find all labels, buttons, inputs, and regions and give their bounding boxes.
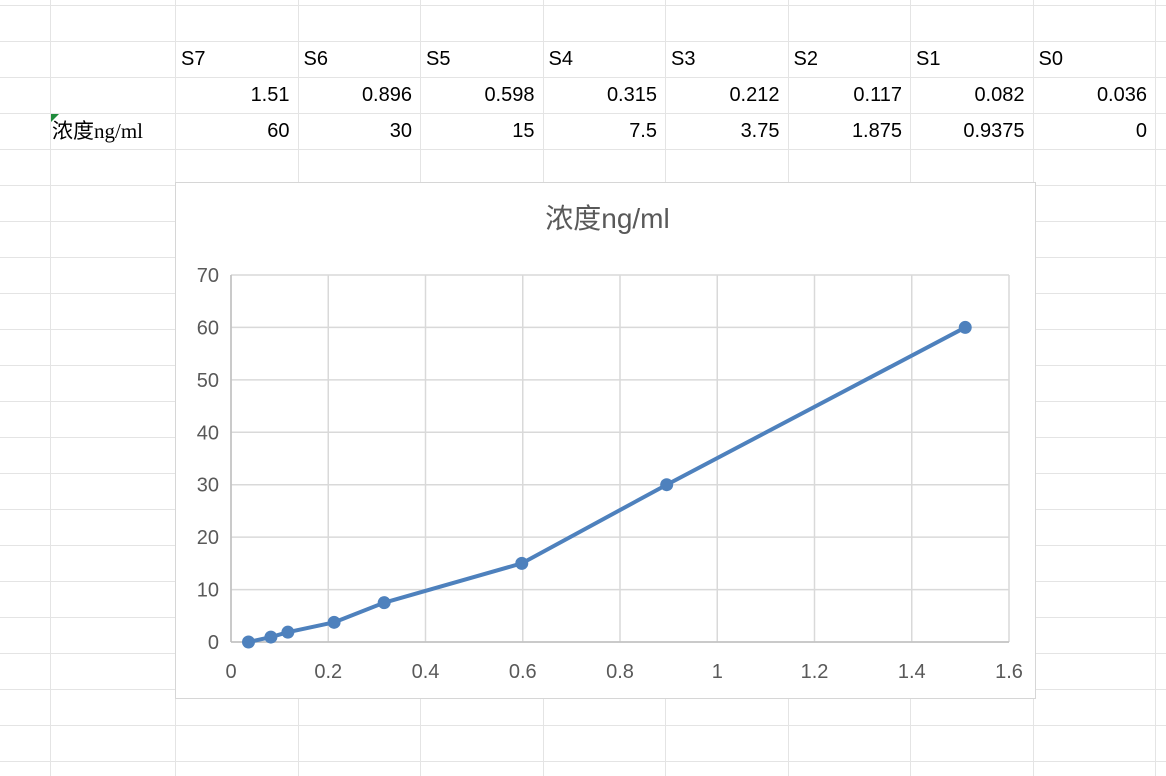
y-axis-tick-label: 70 [197, 265, 219, 287]
data-point-marker[interactable] [660, 478, 674, 492]
cell-concentration-value[interactable]: 1.875 [851, 120, 902, 142]
cell-concentration-value[interactable]: 30 [389, 120, 412, 142]
x-axis-tick-label: 0 [225, 661, 236, 683]
data-point-marker[interactable] [264, 630, 278, 644]
chart-canvas: 0 0.2 0.4 0.6 0.8 1 1.2 1.4 1.6 0 10 20 30 40 50 60 70 浓度… [197, 203, 1023, 683]
cell-measured-value[interactable]: 0.598 [484, 84, 535, 106]
y-axis-tick-label: 60 [197, 317, 219, 339]
y-axis-tick-label: 40 [197, 422, 219, 444]
data-point-marker[interactable] [281, 625, 295, 639]
cell-concentration-value[interactable]: 0 [1135, 120, 1147, 142]
cell-sample-header[interactable]: S0 [1038, 48, 1063, 70]
y-axis-tick-label: 20 [197, 527, 219, 549]
x-axis-tick-label: 1.6 [995, 661, 1023, 683]
cell-sample-header[interactable]: S2 [793, 48, 818, 70]
data-point-marker[interactable] [327, 615, 341, 629]
cell-concentration-value[interactable]: 7.5 [629, 120, 657, 142]
sheet-row-gridline [0, 149, 1166, 150]
y-axis-tick-label: 10 [197, 580, 219, 602]
sheet-row-gridline [0, 77, 1166, 78]
cell-concentration-value[interactable]: 3.75 [740, 120, 780, 142]
cell-measured-value[interactable]: 0.117 [853, 84, 902, 106]
x-axis-tick-label: 1.4 [898, 661, 926, 683]
sheet-row-gridline [0, 761, 1166, 762]
sheet-row-gridline [0, 5, 1166, 6]
y-axis-tick-label: 50 [197, 370, 219, 392]
x-axis-tick-label: 1.2 [801, 661, 829, 683]
x-axis-tick-label: 0.4 [412, 661, 440, 683]
x-axis-tick-label: 0.2 [314, 661, 342, 683]
cell-measured-value[interactable]: 0.036 [1096, 84, 1147, 106]
cell-measured-value[interactable]: 0.212 [729, 84, 780, 106]
cell-error-indicator-triangle-icon [51, 114, 59, 122]
cell-measured-value[interactable]: 0.315 [606, 84, 657, 106]
sheet-row-gridline [0, 725, 1166, 726]
sheet-row-gridline [0, 113, 1166, 114]
sheet-row-gridline [0, 41, 1166, 42]
cell-sample-header[interactable]: S1 [916, 48, 941, 70]
cell-sample-header[interactable]: S5 [426, 48, 451, 70]
sheet-column-gridline [1155, 0, 1156, 776]
cell-sample-header[interactable]: S4 [548, 48, 573, 70]
cell-measured-value[interactable]: 1.51 [250, 84, 290, 106]
cell-measured-value[interactable]: 0.896 [361, 84, 412, 106]
x-axis-tick-label: 1 [712, 661, 723, 683]
chart-title: 浓度ng/ml [545, 203, 669, 234]
data-point-marker[interactable] [958, 320, 972, 334]
cell-sample-header[interactable]: S7 [181, 48, 206, 70]
data-point-marker[interactable] [515, 556, 529, 570]
cell-sample-header[interactable]: S6 [303, 48, 328, 70]
cell-sample-header[interactable]: S3 [671, 48, 696, 70]
cell-concentration-value[interactable]: 0.9375 [963, 120, 1025, 142]
cell-concentration-value[interactable]: 15 [512, 120, 535, 142]
y-axis-tick-label: 30 [197, 475, 219, 497]
cell-concentration-row-label[interactable]: 浓度ng/ml [52, 119, 144, 143]
x-axis-tick-label: 0.6 [509, 661, 537, 683]
data-point-marker[interactable] [377, 596, 391, 610]
sheet-column-gridline [50, 0, 51, 776]
embedded-chart[interactable]: 0 0.2 0.4 0.6 0.8 1 1.2 1.4 1.6 0 10 20 30 40 50 60 70 浓度… [175, 182, 1036, 699]
x-axis-tick-label: 0.8 [606, 661, 634, 683]
cell-concentration-value[interactable]: 60 [267, 120, 290, 142]
y-axis-tick-label: 0 [208, 632, 219, 654]
data-point-marker[interactable] [242, 635, 256, 649]
cell-measured-value[interactable]: 0.082 [974, 84, 1025, 106]
